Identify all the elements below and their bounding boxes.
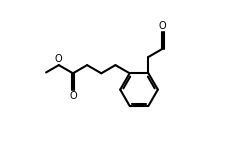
Text: O: O	[55, 54, 63, 64]
Text: O: O	[69, 91, 77, 101]
Text: O: O	[159, 21, 166, 31]
